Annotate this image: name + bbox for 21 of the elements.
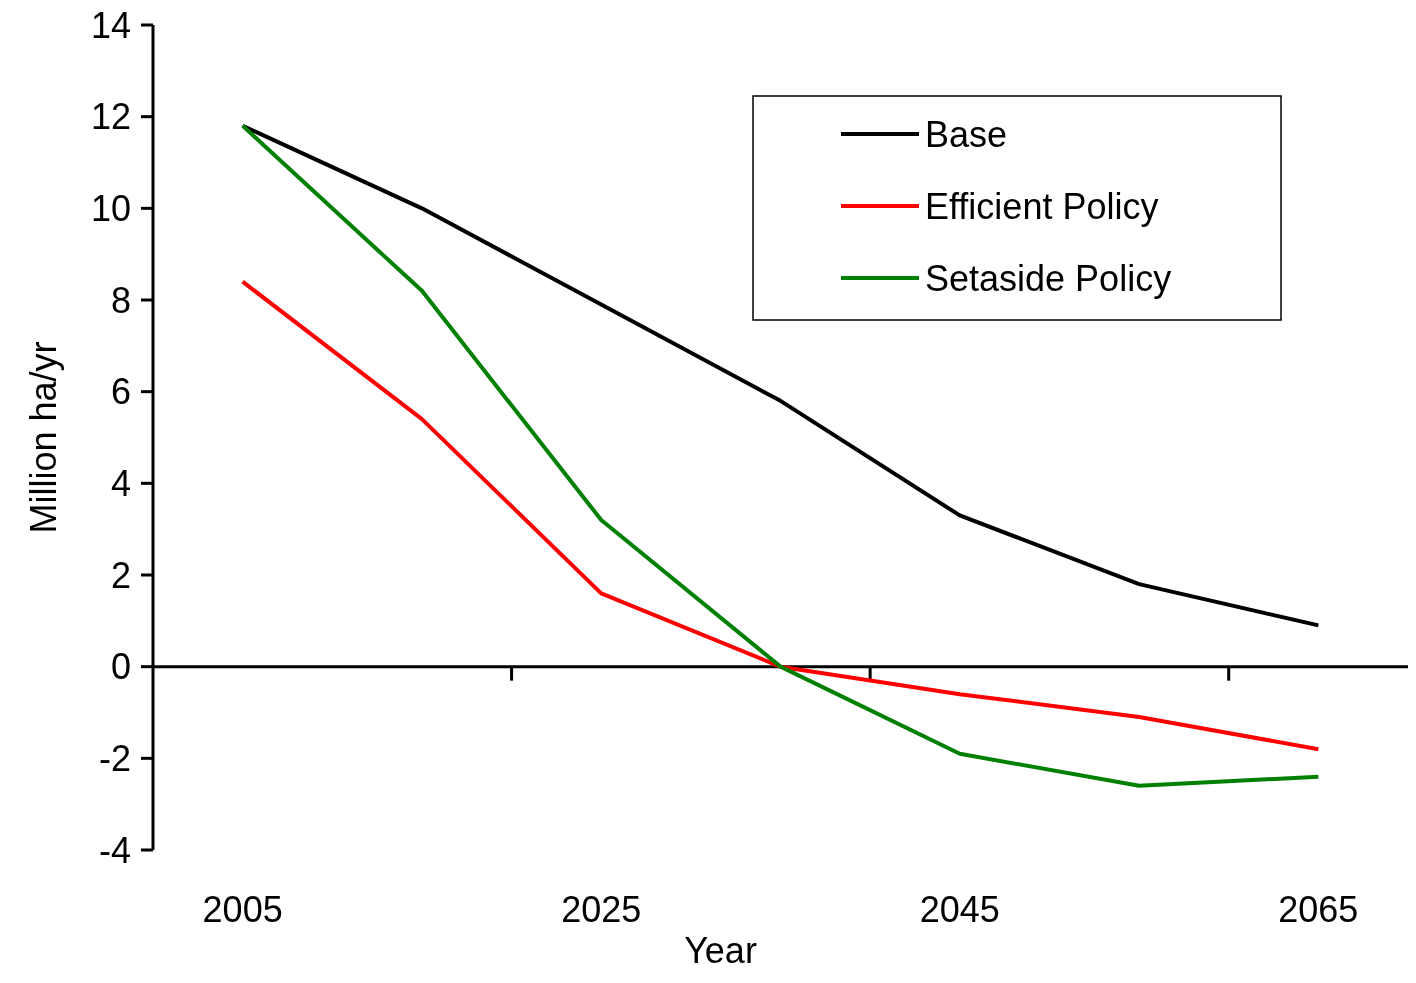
y-tick-label: 14 xyxy=(90,4,131,46)
x-tick-label: 2005 xyxy=(202,889,283,930)
y-tick-label: 0 xyxy=(110,646,131,688)
y-tick-label: 10 xyxy=(90,187,131,229)
legend-label: Base xyxy=(925,113,1008,155)
y-tick-label: 6 xyxy=(110,371,131,413)
x-axis-title: Year xyxy=(684,930,757,971)
y-axis-title: Million ha/yr xyxy=(23,341,64,534)
y-tick-label: 2 xyxy=(110,554,131,596)
line-series xyxy=(240,123,1321,628)
legend-label: Setaside Policy xyxy=(925,257,1172,299)
y-tick-label: -4 xyxy=(98,829,131,871)
y-tick-label: -2 xyxy=(98,737,131,779)
line-series xyxy=(240,123,1321,788)
y-tick-label: 8 xyxy=(110,279,131,321)
x-tick-label: 2045 xyxy=(919,889,1000,930)
x-tick-label: 2025 xyxy=(561,889,642,930)
y-tick-label: 4 xyxy=(110,462,131,504)
x-tick-label: 2065 xyxy=(1278,889,1359,930)
legend-label: Efficient Policy xyxy=(925,185,1159,227)
y-tick-label: 12 xyxy=(90,96,131,138)
